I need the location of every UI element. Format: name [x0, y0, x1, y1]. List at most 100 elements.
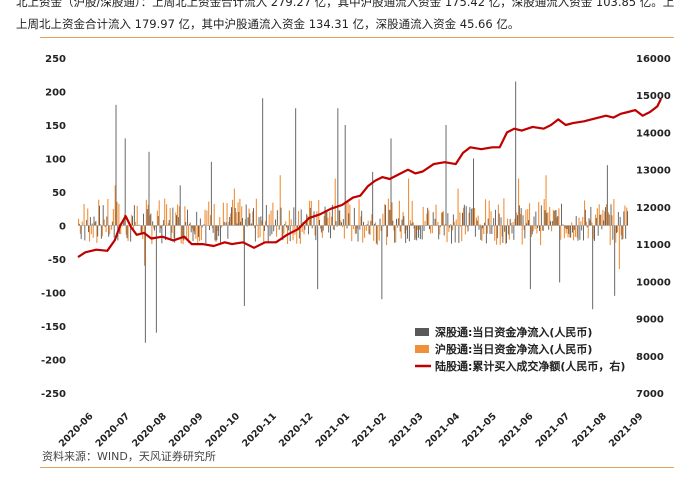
hu-bar — [288, 210, 290, 226]
hu-bar — [334, 178, 336, 226]
hu-bar — [94, 222, 96, 226]
hu-bar — [118, 203, 120, 226]
hu-bar — [215, 225, 217, 242]
hu-bar — [549, 206, 551, 226]
shen-bar — [284, 224, 286, 226]
hu-bar — [496, 225, 498, 245]
hu-bar — [167, 223, 169, 226]
shen-bar — [526, 223, 528, 226]
shen-bar — [504, 225, 506, 232]
shen-bar — [407, 225, 408, 239]
hu-bar — [455, 219, 457, 226]
hu-bar — [395, 225, 397, 243]
shen-bar — [375, 225, 377, 244]
hu-bar — [606, 204, 608, 226]
hu-bar — [501, 225, 503, 237]
shen-bar — [144, 225, 146, 343]
hu-bar — [437, 221, 439, 226]
shen-bar — [474, 225, 476, 237]
hu-bar — [604, 211, 606, 226]
shen-bar — [157, 216, 159, 226]
hu-bar — [387, 198, 389, 226]
hu-bar — [439, 225, 441, 235]
hu-bar — [391, 202, 393, 226]
shen-bar — [93, 216, 95, 226]
hu-bar — [208, 201, 210, 226]
cumulative-line-group — [77, 98, 662, 259]
right-tick-label: 9000 — [636, 315, 664, 326]
hu-bar — [134, 221, 136, 226]
hu-bar — [114, 185, 116, 226]
shen-bar — [130, 225, 132, 242]
x-tick-label: 2021-09 — [607, 411, 646, 450]
hu-bar — [417, 225, 419, 230]
shen-bar — [546, 213, 548, 226]
shen-bar — [408, 225, 410, 242]
shen-bar — [487, 218, 489, 226]
shen-bar — [381, 225, 383, 300]
hu-bar — [331, 216, 333, 226]
hu-bar — [336, 225, 338, 227]
hu-bar — [182, 225, 184, 245]
shen-bar — [595, 217, 597, 226]
shen-bar — [416, 225, 418, 241]
shen-bar — [256, 224, 258, 226]
shen-bar — [592, 225, 594, 310]
hu-bar — [204, 209, 206, 226]
hu-bar — [574, 225, 576, 237]
hu-bar — [483, 225, 485, 235]
shen-bar — [199, 218, 201, 226]
shen-bar — [621, 225, 623, 240]
shen-bar — [509, 219, 511, 226]
hu-bar — [244, 219, 246, 226]
hu-bar — [382, 213, 384, 226]
shen-bar — [333, 225, 335, 231]
shen-bar — [513, 225, 515, 240]
shen-bar — [610, 204, 612, 226]
hu-bar — [613, 199, 615, 226]
hu-bar — [122, 225, 124, 227]
hu-bar — [81, 221, 83, 226]
hu-bar — [210, 215, 212, 226]
hu-bar — [188, 225, 190, 243]
shen-bar — [432, 212, 434, 226]
shen-bar — [581, 225, 583, 231]
shen-bar — [298, 225, 300, 239]
hu-bar — [354, 225, 356, 234]
hu-bar — [197, 225, 199, 246]
shen-bar — [339, 210, 341, 226]
hu-bar — [551, 225, 553, 232]
shen-bar — [544, 210, 546, 226]
shen-bar — [473, 158, 474, 226]
hu-bar — [140, 225, 142, 235]
hu-bar — [540, 225, 542, 246]
shen-bar — [484, 222, 485, 226]
hu-bar — [497, 204, 499, 226]
hu-bar — [120, 225, 122, 235]
hu-bar — [479, 224, 481, 226]
hu-bar — [228, 221, 230, 226]
hu-bar — [222, 202, 224, 226]
shen-bar — [553, 211, 555, 226]
shen-bar — [397, 218, 399, 226]
hu-bar — [448, 225, 450, 232]
hu-bar — [492, 225, 494, 227]
shen-bar — [388, 209, 390, 226]
shen-bar — [330, 225, 331, 239]
hu-bar — [310, 200, 312, 226]
hu-bar — [413, 225, 415, 229]
shen-bar — [275, 219, 276, 226]
shen-bar — [185, 221, 187, 226]
hu-bar — [596, 208, 598, 226]
hu-bar — [435, 204, 437, 226]
shen-bar — [344, 125, 346, 226]
shen-bar — [583, 225, 584, 241]
shen-bar — [539, 225, 540, 232]
shen-bar — [342, 219, 344, 226]
shen-bar — [419, 225, 421, 240]
shen-bar — [495, 209, 496, 226]
shen-bar — [606, 165, 608, 226]
hu-bar — [567, 225, 569, 238]
hu-bar — [406, 225, 408, 230]
